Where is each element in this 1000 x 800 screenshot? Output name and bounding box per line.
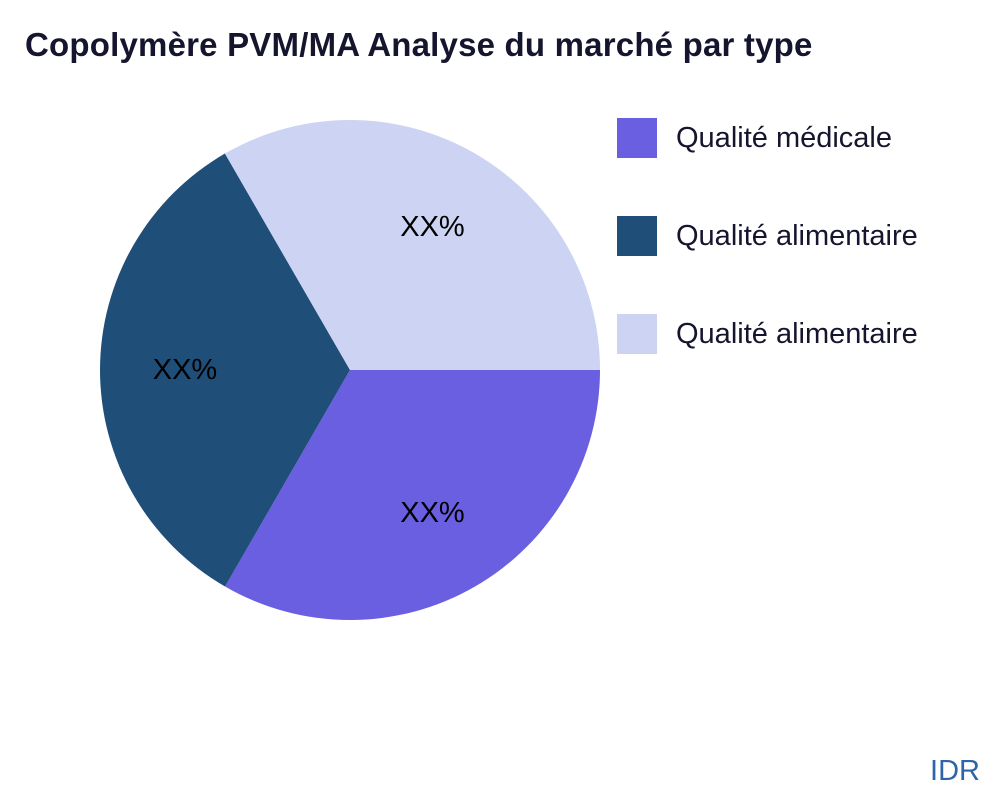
pie-slice-label: XX% bbox=[400, 497, 464, 529]
legend-swatch-medical-grade bbox=[617, 118, 657, 158]
pie-slice bbox=[225, 370, 601, 620]
legend-label: Qualité alimentaire bbox=[676, 219, 918, 252]
legend-item: Qualité médicale bbox=[617, 118, 918, 158]
legend-item: Qualité alimentaire bbox=[617, 216, 918, 256]
pie-slice bbox=[100, 153, 351, 587]
watermark-idr: IDR bbox=[930, 755, 980, 787]
legend-label: Qualité alimentaire bbox=[676, 317, 918, 350]
pie-slice bbox=[224, 120, 600, 370]
pie-slice-label: XX% bbox=[400, 211, 464, 243]
legend-swatch-food-grade-light bbox=[617, 314, 657, 354]
pie-slice-label: XX% bbox=[153, 354, 217, 386]
chart-title: Copolymère PVM/MA Analyse du marché par … bbox=[25, 26, 813, 63]
legend-swatch-food-grade-dark bbox=[617, 216, 657, 256]
legend-item: Qualité alimentaire bbox=[617, 314, 918, 354]
chart-legend: Qualité médicale Qualité alimentaire Qua… bbox=[617, 118, 918, 412]
legend-label: Qualité médicale bbox=[676, 121, 892, 154]
